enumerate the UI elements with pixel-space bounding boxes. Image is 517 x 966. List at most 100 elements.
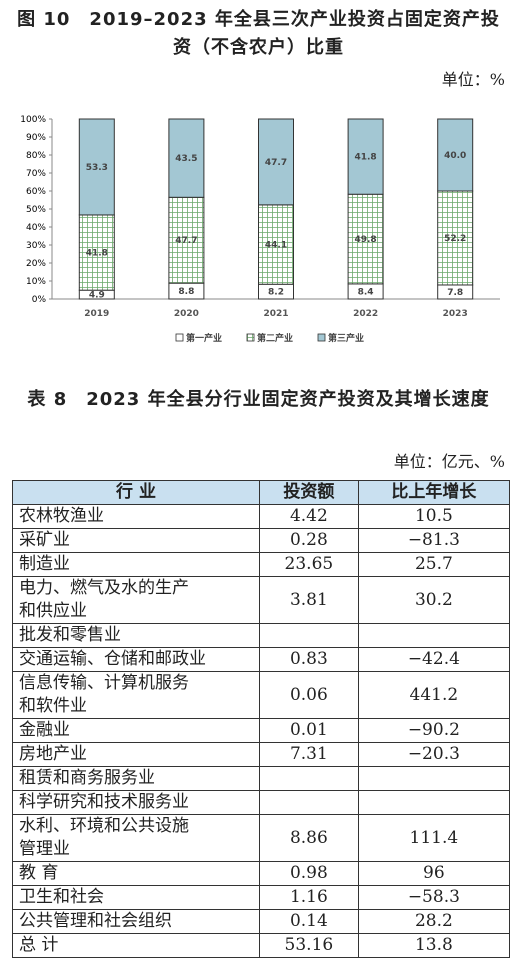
bar-segment	[258, 118, 294, 206]
row-label: 总 计	[12, 933, 260, 958]
cell-line: 水利、环境和公共设施	[19, 816, 189, 836]
table-row: 租赁和商务服务业	[12, 766, 511, 791]
table-row: 教 育 0.98 96	[12, 861, 511, 886]
table-row: 总 计 53.16 13.8	[12, 933, 511, 958]
y-tick-label: 0%	[32, 295, 47, 305]
table-row: 农林牧渔业 4.42 10.5	[12, 504, 511, 529]
legend-label: 第三产业	[328, 332, 364, 344]
cell: 10.5	[357, 504, 511, 529]
table-row: 房地产业 7.31 −20.3	[12, 742, 511, 767]
cell: 111.4	[357, 814, 511, 862]
table-row: 采矿业 0.28 −81.3	[12, 528, 511, 553]
cell: 4.42	[259, 504, 359, 529]
table-row: 卫生和社会 1.16 −58.3	[12, 885, 511, 910]
y-tick-label: 70%	[26, 169, 46, 179]
row-label: 金融业	[12, 718, 260, 743]
bar-segment	[78, 118, 115, 216]
x-tick-label: 2019	[84, 309, 109, 319]
bar-segment	[347, 118, 384, 195]
table-unit: 单位：亿元、%	[393, 452, 505, 471]
y-tick-label: 20%	[26, 259, 46, 269]
table-row: 科学研究和技术服务业	[12, 790, 511, 815]
cell: 441.2	[357, 671, 511, 719]
x-tick-label: 2021	[263, 309, 288, 319]
data-label: 53.3	[86, 163, 108, 173]
data-label: 40.0	[444, 151, 466, 161]
y-tick-label: 40%	[26, 223, 46, 233]
bar-segment	[78, 214, 115, 291]
cell: 0.06	[259, 671, 359, 719]
cell	[259, 766, 359, 791]
cell	[259, 790, 359, 815]
table-title: 表 8 2023 年全县分行业固定资产投资及其增长速度	[27, 389, 490, 410]
bar-segment	[168, 118, 205, 198]
data-label: 52.2	[444, 234, 466, 244]
cell: 3.81	[259, 576, 359, 624]
header-cell: 比上年增长	[357, 480, 511, 505]
legend-swatch	[246, 333, 255, 342]
data-label: 49.8	[354, 235, 376, 245]
row-label: 采矿业	[12, 528, 260, 553]
row-label: 卫生和社会	[12, 885, 260, 910]
legend-swatch	[175, 333, 184, 342]
y-tick-label: 90%	[26, 133, 46, 143]
table-row: 交通运输、仓储和邮政业 0.83 −42.4	[12, 647, 511, 672]
chart-unit: 单位：%	[441, 70, 505, 89]
table-row: 信息传输、计算机服务 和软件业 0.06 441.2	[12, 671, 511, 719]
cell: 53.16	[259, 933, 359, 958]
cell: 13.8	[357, 933, 511, 958]
cell-line: 信息传输、计算机服务	[19, 673, 189, 693]
data-label: 44.1	[265, 241, 287, 251]
cell: 0.14	[259, 909, 359, 934]
chart-title: 图 10 2019–2023 年全县三次产业投资占固定资产投资（不含农户）比重	[17, 9, 500, 58]
table-row: 金融业 0.01 −90.2	[12, 718, 511, 743]
bar-segment	[437, 118, 474, 192]
cell: −20.3	[357, 742, 511, 767]
row-label: 制造业	[12, 552, 260, 577]
row-label: 电力、燃气及水的生产 和供应业	[12, 576, 260, 624]
data-label: 47.7	[175, 236, 197, 246]
cell: −90.2	[357, 718, 511, 743]
cell: 23.65	[259, 552, 359, 577]
legend-swatch	[317, 333, 326, 342]
cell: 8.86	[259, 814, 359, 862]
y-tick-label: 100%	[20, 115, 46, 125]
row-label: 科学研究和技术服务业	[12, 790, 260, 815]
cell: −81.3	[357, 528, 511, 553]
y-tick-label: 10%	[26, 277, 46, 287]
table-row: 批发和零售业	[12, 623, 511, 648]
x-tick-label: 2020	[174, 309, 199, 319]
data-label: 47.7	[265, 158, 287, 168]
cell-line: 和供应业	[19, 601, 87, 621]
cell: −42.4	[357, 647, 511, 672]
legend-label: 第一产业	[186, 332, 222, 344]
row-label: 水利、环境和公共设施 管理业	[12, 814, 260, 862]
data-label: 8.2	[268, 288, 284, 298]
cell: 1.16	[259, 885, 359, 910]
header-cell: 投资额	[259, 480, 359, 505]
cell: 0.01	[259, 718, 359, 743]
y-tick-label: 50%	[26, 205, 46, 215]
header-cell: 行 业	[12, 480, 260, 505]
cell	[357, 623, 511, 648]
data-label: 43.5	[175, 154, 197, 164]
cell	[357, 790, 511, 815]
row-label: 交通运输、仓储和邮政业	[12, 647, 260, 672]
data-label: 8.4	[358, 287, 374, 297]
y-tick-label: 60%	[26, 187, 46, 197]
bar-segment	[347, 193, 384, 285]
data-table: 行 业投资额 比上年增长 农林牧渔业 4.42 10.5 采矿业 0.28 −81.3 制造业 2…	[12, 480, 511, 958]
cell: 0.28	[259, 528, 359, 553]
chart: 0% 10% 20% 30% 40% 50% 60% 70% 80% 90% 100% 2019 4.9…	[20, 115, 500, 344]
cell: −58.3	[357, 885, 511, 910]
cell: 0.98	[259, 861, 359, 886]
row-label: 教 育	[12, 861, 260, 886]
cell: 7.31	[259, 742, 359, 767]
cell: 96	[357, 861, 511, 886]
data-label: 41.8	[86, 249, 108, 259]
cell	[259, 623, 359, 648]
data-label: 41.8	[354, 153, 376, 163]
x-tick-label: 2023	[443, 309, 468, 319]
data-label: 8.8	[178, 287, 194, 297]
